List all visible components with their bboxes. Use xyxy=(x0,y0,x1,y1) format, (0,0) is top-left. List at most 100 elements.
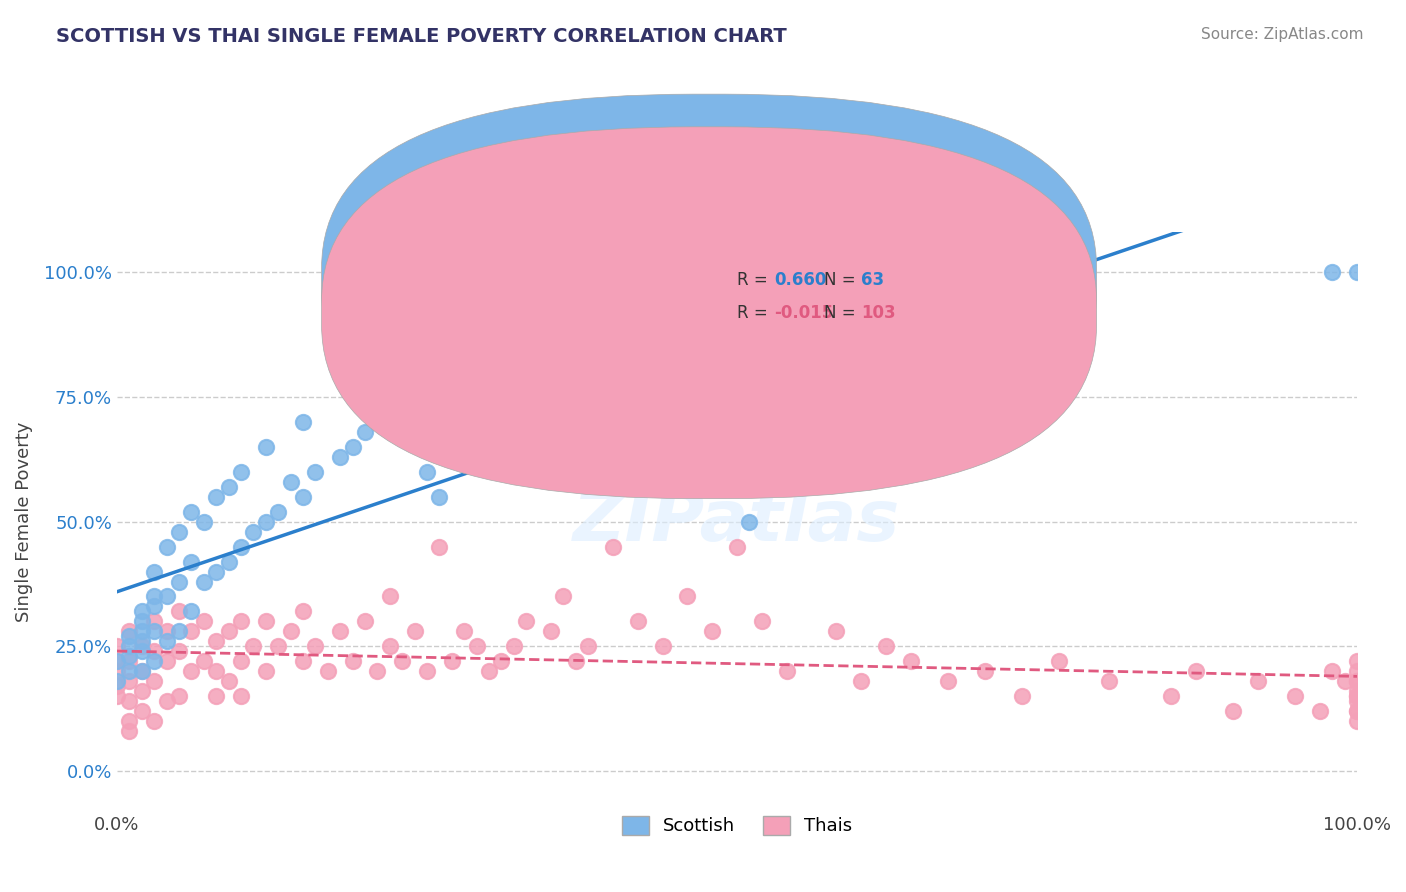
Point xyxy=(105,654,128,668)
Point xyxy=(602,375,624,389)
Point xyxy=(143,565,166,579)
Point xyxy=(205,565,228,579)
Point xyxy=(205,665,228,679)
Point xyxy=(118,649,141,664)
Point xyxy=(429,540,451,554)
FancyBboxPatch shape xyxy=(322,127,1097,499)
Text: 0.660: 0.660 xyxy=(775,271,827,289)
Point xyxy=(453,415,475,429)
Point xyxy=(391,654,413,668)
Point xyxy=(416,665,439,679)
Point xyxy=(1346,704,1368,718)
Point xyxy=(291,604,314,618)
Point xyxy=(143,624,166,639)
Point xyxy=(205,690,228,704)
Point xyxy=(1047,654,1070,668)
Point xyxy=(229,615,252,629)
Point xyxy=(1346,684,1368,698)
Point xyxy=(167,604,190,618)
Text: 103: 103 xyxy=(860,304,896,322)
Point xyxy=(242,640,264,654)
Point xyxy=(167,624,190,639)
Text: 63: 63 xyxy=(860,271,884,289)
Point xyxy=(354,425,377,439)
Point xyxy=(167,524,190,539)
Point xyxy=(502,405,524,419)
Y-axis label: Single Female Poverty: Single Female Poverty xyxy=(15,421,32,622)
Point xyxy=(291,490,314,504)
Point xyxy=(974,665,997,679)
Point xyxy=(627,615,650,629)
Point xyxy=(118,674,141,689)
Text: R =: R = xyxy=(737,304,773,322)
Point xyxy=(193,654,215,668)
Point xyxy=(205,634,228,648)
Point xyxy=(118,624,141,639)
Point xyxy=(180,505,202,519)
Point xyxy=(540,624,562,639)
Point xyxy=(131,665,153,679)
Point xyxy=(1346,690,1368,704)
Point xyxy=(378,415,401,429)
Point xyxy=(1346,674,1368,689)
Point xyxy=(1346,665,1368,679)
Point xyxy=(404,624,426,639)
Point xyxy=(1184,665,1206,679)
Point xyxy=(627,365,650,379)
Point xyxy=(440,654,463,668)
Point xyxy=(429,490,451,504)
Point xyxy=(416,465,439,479)
Point xyxy=(1346,674,1368,689)
Point xyxy=(875,640,897,654)
FancyBboxPatch shape xyxy=(322,95,1097,466)
Point xyxy=(155,590,177,604)
Point xyxy=(342,440,364,454)
Point xyxy=(155,694,177,708)
Point xyxy=(280,624,302,639)
Point xyxy=(1160,690,1182,704)
Point xyxy=(738,515,761,529)
Point xyxy=(118,724,141,739)
Point xyxy=(131,604,153,618)
Point xyxy=(725,540,748,554)
Point xyxy=(254,665,277,679)
Point xyxy=(553,390,575,404)
Point xyxy=(291,415,314,429)
Point xyxy=(143,599,166,614)
Point xyxy=(167,574,190,589)
Point xyxy=(900,654,922,668)
Point xyxy=(478,390,501,404)
Point xyxy=(329,450,352,464)
Point xyxy=(155,634,177,648)
Point xyxy=(229,690,252,704)
Point xyxy=(254,515,277,529)
Point xyxy=(1346,654,1368,668)
Point xyxy=(478,665,501,679)
Text: Source: ZipAtlas.com: Source: ZipAtlas.com xyxy=(1201,27,1364,42)
Point xyxy=(702,355,724,369)
Point xyxy=(105,690,128,704)
Point xyxy=(304,640,326,654)
Point xyxy=(167,690,190,704)
Point xyxy=(267,640,290,654)
Point xyxy=(143,714,166,729)
Point xyxy=(1309,704,1331,718)
Text: ZIPatlas: ZIPatlas xyxy=(574,487,901,556)
Point xyxy=(118,694,141,708)
Point xyxy=(180,555,202,569)
Point xyxy=(751,615,773,629)
Point xyxy=(491,654,513,668)
Point xyxy=(849,674,872,689)
Point xyxy=(131,615,153,629)
Text: N =: N = xyxy=(824,304,860,322)
Point xyxy=(478,440,501,454)
Point xyxy=(254,440,277,454)
Point xyxy=(453,624,475,639)
Text: SCOTTISH VS THAI SINGLE FEMALE POVERTY CORRELATION CHART: SCOTTISH VS THAI SINGLE FEMALE POVERTY C… xyxy=(56,27,787,45)
Point xyxy=(576,640,599,654)
Point xyxy=(143,644,166,658)
Point xyxy=(1098,674,1121,689)
Point xyxy=(775,665,797,679)
Point xyxy=(1322,665,1344,679)
Point xyxy=(280,475,302,489)
